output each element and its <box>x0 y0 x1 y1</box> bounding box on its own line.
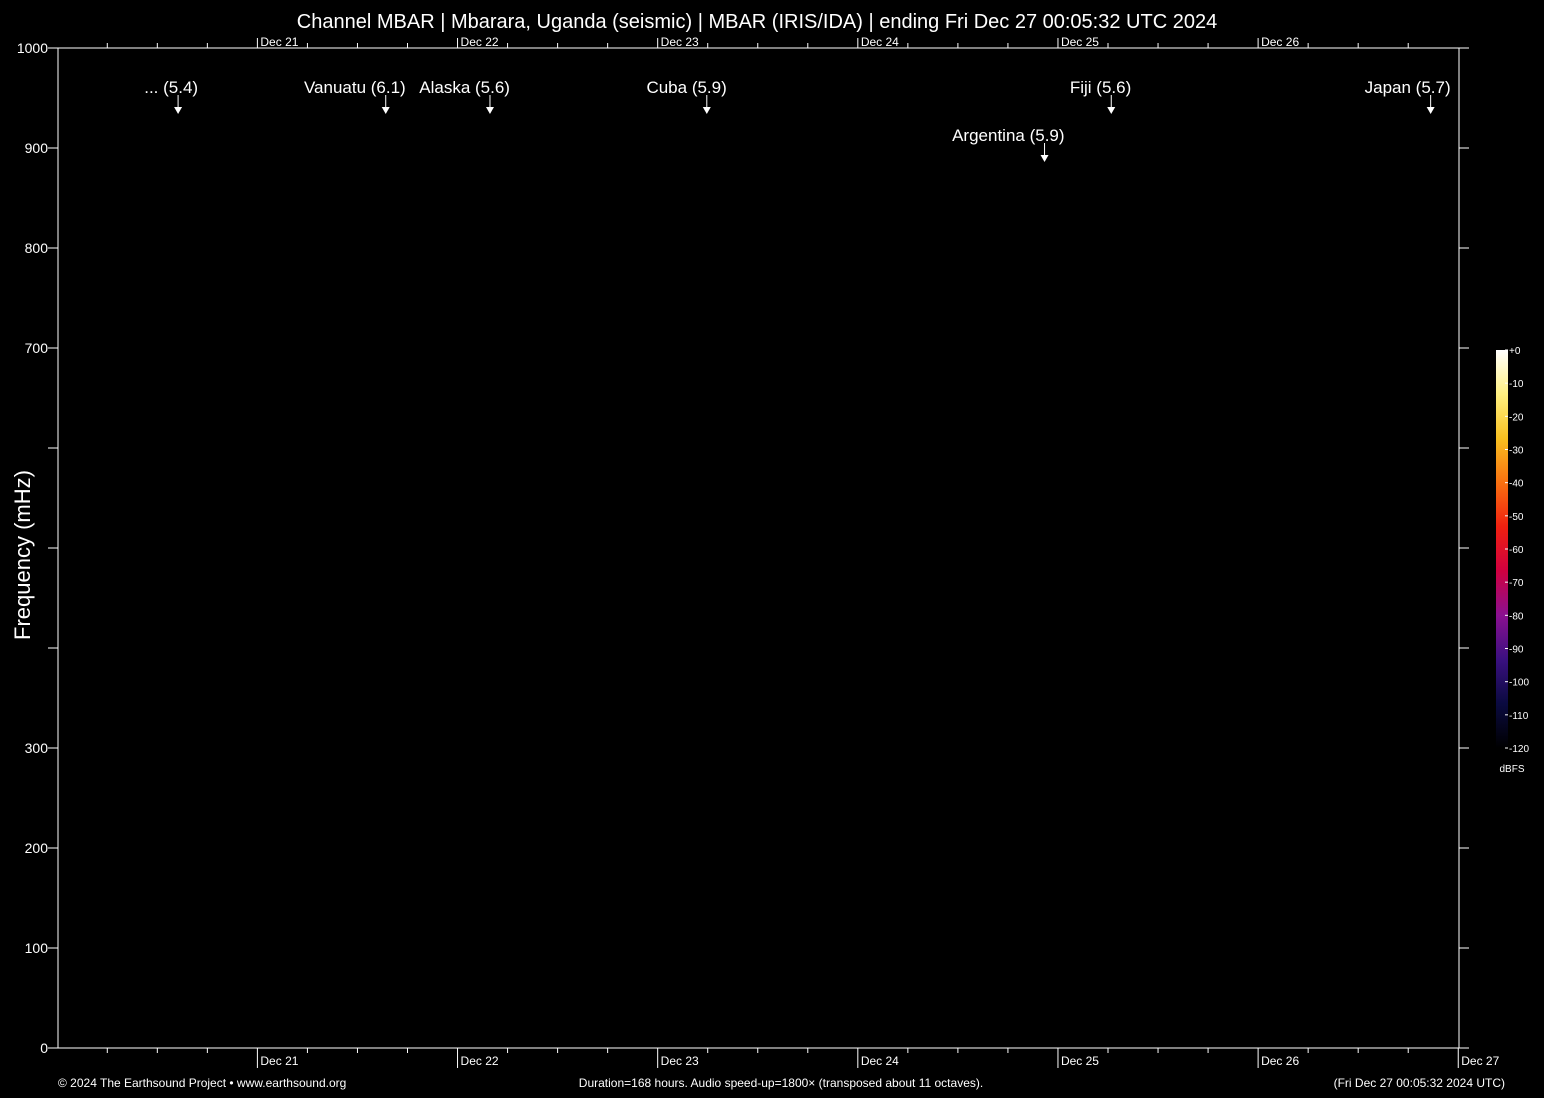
event-arrow-head <box>1107 107 1116 114</box>
y-tick-label: 200 <box>25 840 49 856</box>
footer-right: (Fri Dec 27 00:05:32 2024 UTC) <box>1334 1076 1505 1090</box>
colorbar-label: dBFS <box>1499 764 1524 775</box>
colorbar-tick-label: -60 <box>1509 545 1524 556</box>
event-arrow-head <box>174 107 183 114</box>
x-tick-label: Dec 26 <box>1261 1054 1299 1068</box>
colorbar-tick-label: -10 <box>1509 379 1524 390</box>
y-tick-label: 1000 <box>17 40 48 56</box>
colorbar-tick-label: -90 <box>1509 645 1524 656</box>
colorbar-tick-label: -110 <box>1509 711 1529 722</box>
y-tick-label: 300 <box>25 740 49 756</box>
x-tick-label: Dec 21 <box>260 1054 298 1068</box>
y-tick-label: 900 <box>25 140 49 156</box>
x-tick-label-top: Dec 21 <box>260 35 298 49</box>
footer-center: Duration=168 hours. Audio speed-up=1800×… <box>579 1076 983 1090</box>
x-tick-label-top: Dec 24 <box>861 35 899 49</box>
x-tick-label: Dec 27 <box>1461 1054 1499 1068</box>
event-arrow-head <box>485 107 494 114</box>
colorbar-tick-label: -20 <box>1509 412 1524 423</box>
event-label: Argentina (5.9) <box>952 126 1064 145</box>
event-label: Alaska (5.6) <box>419 78 510 97</box>
x-tick-label-top: Dec 25 <box>1061 35 1099 49</box>
plot-area <box>59 49 1458 1047</box>
chart-title: Channel MBAR | Mbarara, Uganda (seismic)… <box>297 11 1217 33</box>
event-label: Vanuatu (6.1) <box>304 78 406 97</box>
colorbar-tick-label: -100 <box>1509 678 1529 689</box>
footer-left: © 2024 The Earthsound Project • www.eart… <box>58 1076 346 1090</box>
event-arrow-head <box>1426 107 1435 114</box>
y-axis-label: Frequency (mHz) <box>10 470 35 640</box>
x-tick-label: Dec 24 <box>861 1054 899 1068</box>
event-arrow-head <box>1040 155 1049 162</box>
x-tick-label: Dec 22 <box>461 1054 499 1068</box>
colorbar-tick-label: +0 <box>1509 346 1521 357</box>
colorbar-tick-label: -120 <box>1509 744 1529 755</box>
event-label: Fiji (5.6) <box>1070 78 1131 97</box>
colorbar-tick-label: -40 <box>1509 479 1524 490</box>
colorbar-tick-label: -80 <box>1509 611 1524 622</box>
x-tick-label-top: Dec 23 <box>661 35 699 49</box>
y-tick-label: 0 <box>40 1040 48 1056</box>
event-arrow-head <box>381 107 390 114</box>
x-tick-label: Dec 25 <box>1061 1054 1099 1068</box>
event-label: Cuba (5.9) <box>646 78 726 97</box>
colorbar-tick-label: -30 <box>1509 446 1524 457</box>
x-tick-label: Dec 23 <box>661 1054 699 1068</box>
event-label: ... (5.4) <box>144 78 198 97</box>
y-tick-label: 800 <box>25 240 49 256</box>
event-arrow-head <box>702 107 711 114</box>
x-tick-label-top: Dec 22 <box>461 35 499 49</box>
y-tick-label: 100 <box>25 940 49 956</box>
y-tick-label: 700 <box>25 340 49 356</box>
event-label: Japan (5.7) <box>1365 78 1451 97</box>
x-tick-label-top: Dec 26 <box>1261 35 1299 49</box>
colorbar-tick-label: -50 <box>1509 512 1524 523</box>
colorbar-tick-label: -70 <box>1509 578 1524 589</box>
